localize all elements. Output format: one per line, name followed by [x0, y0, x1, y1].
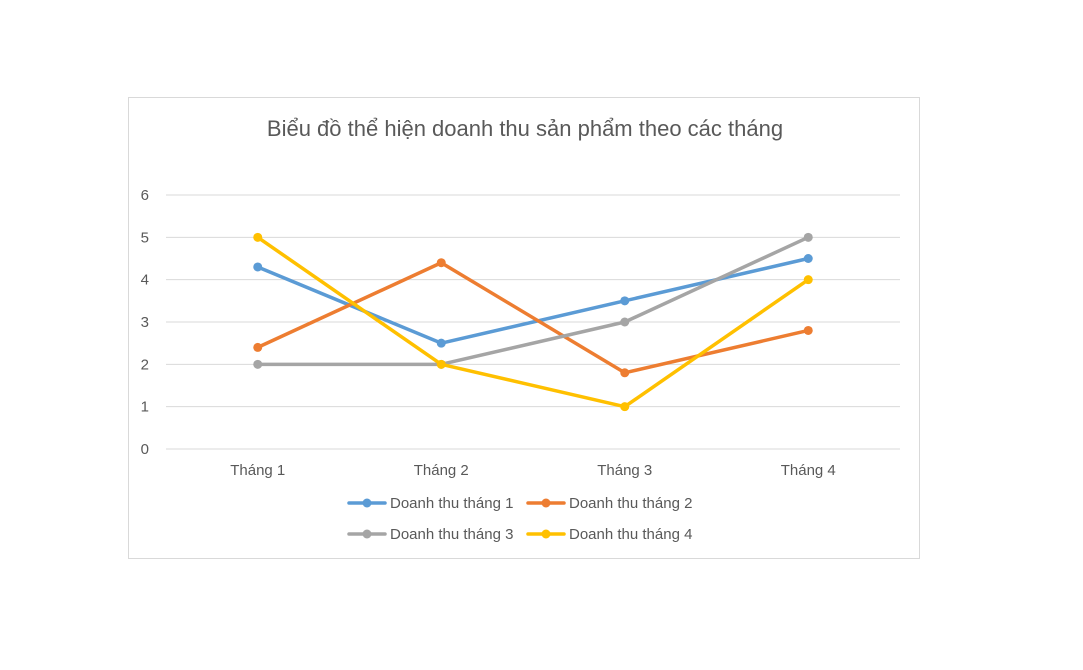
series-2: [253, 258, 813, 378]
x-tick-label: Tháng 1: [230, 462, 285, 479]
x-axis-ticks: Tháng 1 Tháng 2 Tháng 3 Tháng 4: [230, 462, 836, 479]
y-tick-label: 3: [141, 314, 149, 331]
data-point: [253, 262, 263, 272]
x-tick-label: Tháng 2: [414, 462, 469, 479]
data-point: [803, 254, 813, 263]
legend-marker: [541, 529, 551, 539]
series-line: [256, 256, 810, 345]
y-axis-ticks: 0 1 2 3 4 5 6: [141, 187, 149, 458]
data-point: [620, 296, 630, 306]
legend: Doanh thu tháng 1 Doanh thu tháng 2 Doanh …: [347, 495, 692, 543]
y-tick-label: 0: [141, 441, 149, 458]
y-tick-label: 2: [141, 356, 149, 373]
legend-label: Doanh thu tháng 4: [569, 526, 692, 543]
legend-item: Doanh thu tháng 3: [347, 526, 513, 543]
legend-label: Doanh thu tháng 3: [390, 526, 513, 543]
data-point: [436, 258, 446, 268]
legend-marker: [362, 498, 372, 508]
legend-marker: [362, 529, 372, 539]
data-point: [803, 232, 813, 242]
line-chart: Biểu đồ thể hiện doanh thu sản phẩm theo…: [141, 116, 900, 543]
data-point: [620, 368, 630, 378]
x-tick-label: Tháng 4: [781, 462, 836, 479]
data-point: [253, 359, 263, 369]
legend-label: Doanh thu tháng 2: [569, 495, 692, 512]
y-tick-label: 1: [141, 399, 149, 416]
data-point: [436, 338, 446, 348]
data-point: [253, 342, 263, 352]
legend-item: Doanh thu tháng 4: [526, 526, 692, 543]
chart-title: Biểu đồ thể hiện doanh thu sản phẩm theo…: [267, 116, 783, 141]
x-tick-label: Tháng 3: [597, 462, 652, 479]
series-line: [256, 235, 810, 409]
y-tick-label: 4: [141, 272, 149, 289]
legend-label: Doanh thu tháng 1: [390, 495, 513, 512]
series-line: [256, 260, 810, 375]
chart-frame: Biểu đồ thể hiện doanh thu sản phẩm theo…: [128, 97, 920, 559]
legend-marker: [541, 498, 551, 508]
data-point: [436, 359, 446, 369]
data-point: [803, 275, 813, 285]
data-point: [803, 325, 813, 335]
data-point: [620, 317, 630, 327]
legend-item: Doanh thu tháng 2: [526, 495, 692, 512]
y-tick-label: 5: [141, 229, 149, 246]
y-tick-label: 6: [141, 187, 149, 204]
legend-item: Doanh thu tháng 1: [347, 495, 513, 512]
series-line: [256, 235, 810, 367]
data-point: [620, 402, 630, 412]
series-lines: [253, 232, 813, 412]
data-point: [253, 232, 263, 242]
series-4: [253, 232, 813, 412]
